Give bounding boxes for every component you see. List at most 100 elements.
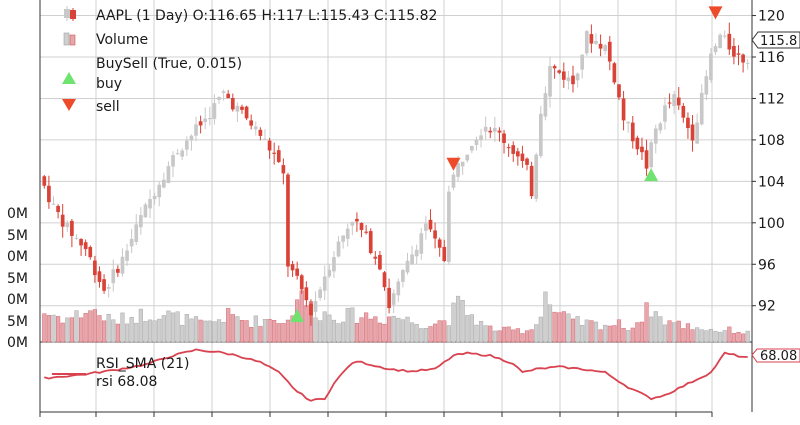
candle-body xyxy=(139,215,143,228)
candle-body xyxy=(230,97,235,110)
candle-body xyxy=(125,250,129,261)
legend-buy-label: buy xyxy=(96,76,122,92)
candle-body xyxy=(198,121,203,126)
volume-bar xyxy=(290,315,295,343)
volume-bar xyxy=(78,317,84,343)
candle-body xyxy=(258,129,263,136)
price-tick-label: 96 xyxy=(758,257,776,273)
volume-bar xyxy=(557,312,562,343)
candle-body xyxy=(405,260,410,273)
volume-bar xyxy=(727,326,732,343)
candle-body xyxy=(391,293,396,305)
volume-bar xyxy=(115,323,120,343)
volume-bar xyxy=(685,323,691,343)
candle-body xyxy=(401,270,405,282)
candle-body xyxy=(676,97,681,106)
candle-body xyxy=(566,77,571,82)
candle-body xyxy=(497,130,502,133)
volume-bar xyxy=(203,320,208,343)
volume-bar xyxy=(83,313,88,343)
price-tick-label: 92 xyxy=(758,299,776,315)
candle-body xyxy=(732,46,736,57)
price-tick-label: 104 xyxy=(758,174,785,190)
volume-bar xyxy=(561,311,566,343)
candle-body xyxy=(396,281,401,296)
volume-bar xyxy=(51,314,56,343)
candle-body xyxy=(83,242,88,250)
candle-body xyxy=(203,118,208,122)
volume-bar xyxy=(198,319,203,343)
volume-bar xyxy=(56,316,61,343)
volume-tick-label: 5M xyxy=(7,271,28,287)
volume-bar xyxy=(235,316,240,343)
volume-bar xyxy=(166,310,171,343)
volume-bar xyxy=(538,316,543,343)
candle-body xyxy=(88,246,93,258)
volume-bar xyxy=(419,328,424,343)
rsi-series xyxy=(44,348,748,402)
volume-bar xyxy=(543,291,548,343)
candle-body xyxy=(235,105,240,112)
volume-bar xyxy=(612,325,617,343)
rsi-pane xyxy=(39,411,713,417)
candle-body xyxy=(594,41,598,44)
last-price-tag: 115.8 xyxy=(751,31,800,49)
rsi-last-value-tag: 68.08 xyxy=(751,348,800,364)
candle-body xyxy=(180,150,185,157)
candle-body xyxy=(635,137,640,150)
volume-bar xyxy=(432,323,438,343)
candle-body xyxy=(336,241,341,257)
candle-body xyxy=(663,105,667,122)
volume-bar xyxy=(318,320,323,343)
volume-bar xyxy=(690,329,695,343)
volume-bar xyxy=(639,321,645,343)
candle-body xyxy=(612,63,617,83)
candle-body xyxy=(184,140,189,150)
candle-body xyxy=(653,128,658,144)
buy-marker xyxy=(290,309,305,323)
volume-bar xyxy=(111,319,116,343)
candle-body xyxy=(350,221,355,226)
volume-bar xyxy=(382,323,387,343)
candle-body xyxy=(364,231,368,233)
volume-bar xyxy=(566,313,571,343)
volume-bar xyxy=(626,330,631,343)
volume-bar xyxy=(506,326,511,343)
candle-body xyxy=(626,121,631,124)
candle-body xyxy=(47,185,51,203)
volume-bar xyxy=(101,320,107,343)
sell-marker xyxy=(446,157,461,171)
volume-bar xyxy=(635,322,640,343)
candle-body xyxy=(451,174,456,188)
volume-bar xyxy=(515,328,520,343)
volume-bar xyxy=(313,317,318,343)
candle-body xyxy=(640,146,644,153)
candle-body xyxy=(157,184,162,198)
volume-bar xyxy=(331,319,337,343)
legend-buysell-label: BuySell (True, 0.015) xyxy=(96,56,242,72)
volume-bar xyxy=(207,320,212,343)
candle-body xyxy=(143,204,148,218)
volume-bar xyxy=(345,308,350,343)
volume-bar xyxy=(478,321,484,343)
candle-body xyxy=(93,260,97,276)
volume-bar xyxy=(731,333,736,343)
candle-body xyxy=(327,269,332,277)
candle-body xyxy=(741,54,745,63)
volume-bar xyxy=(239,320,245,343)
volume-bar xyxy=(147,319,153,343)
volume-bar xyxy=(184,314,189,343)
volume-bar xyxy=(524,330,530,343)
candle-body xyxy=(502,133,506,144)
volume-bar xyxy=(676,320,681,343)
candle-body xyxy=(672,94,676,107)
candle-body xyxy=(70,220,74,236)
price-tick-label: 100 xyxy=(758,216,785,232)
candle-body xyxy=(630,122,635,142)
volume-bar xyxy=(584,319,589,343)
candle-body xyxy=(97,271,102,282)
candle-body xyxy=(322,276,327,291)
candle-body xyxy=(681,105,686,118)
volume-bar xyxy=(65,317,70,343)
